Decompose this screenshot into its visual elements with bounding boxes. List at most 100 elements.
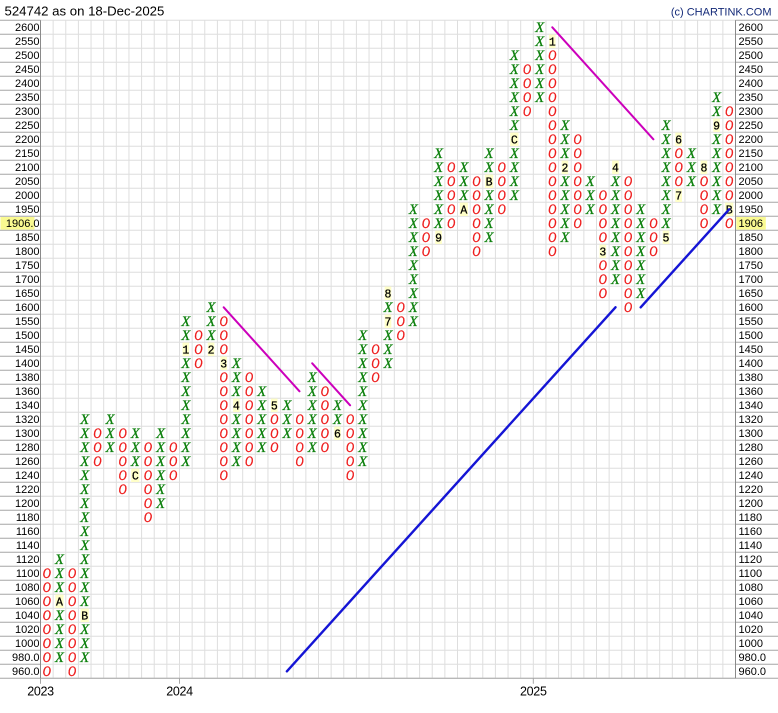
svg-text:8: 8 bbox=[385, 288, 392, 301]
svg-text:1550: 1550 bbox=[739, 316, 763, 328]
svg-text:2450: 2450 bbox=[739, 64, 763, 76]
svg-text:2150: 2150 bbox=[739, 148, 763, 160]
svg-text:1240: 1240 bbox=[15, 470, 39, 482]
svg-text:3: 3 bbox=[599, 246, 606, 259]
svg-text:524742 as on 18-Dec-2025: 524742 as on 18-Dec-2025 bbox=[5, 4, 165, 19]
svg-text:9: 9 bbox=[435, 232, 442, 245]
svg-text:1906: 1906 bbox=[739, 218, 763, 230]
svg-text:1400: 1400 bbox=[739, 358, 763, 370]
svg-text:1320: 1320 bbox=[739, 414, 763, 426]
svg-text:2024: 2024 bbox=[166, 685, 193, 699]
svg-text:1200: 1200 bbox=[739, 498, 763, 510]
svg-text:1160: 1160 bbox=[739, 526, 763, 538]
svg-text:1380: 1380 bbox=[15, 372, 39, 384]
svg-text:1180: 1180 bbox=[16, 512, 40, 524]
svg-text:7: 7 bbox=[675, 190, 682, 203]
svg-text:4: 4 bbox=[612, 162, 619, 175]
svg-text:1340: 1340 bbox=[739, 400, 763, 412]
svg-text:2300: 2300 bbox=[739, 106, 763, 118]
svg-text:C: C bbox=[511, 134, 518, 147]
svg-text:2400: 2400 bbox=[739, 78, 763, 90]
svg-text:1100: 1100 bbox=[739, 568, 763, 580]
svg-text:1080: 1080 bbox=[15, 582, 39, 594]
svg-text:1500: 1500 bbox=[739, 330, 763, 342]
svg-text:2600: 2600 bbox=[15, 22, 39, 34]
svg-text:2450: 2450 bbox=[15, 64, 39, 76]
svg-text:1240: 1240 bbox=[739, 470, 763, 482]
svg-text:1300: 1300 bbox=[739, 428, 763, 440]
svg-text:1340: 1340 bbox=[15, 400, 39, 412]
svg-text:1950: 1950 bbox=[15, 204, 39, 216]
svg-text:6: 6 bbox=[334, 428, 341, 441]
svg-text:1360: 1360 bbox=[739, 386, 763, 398]
svg-text:2600: 2600 bbox=[739, 22, 763, 34]
svg-text:2025: 2025 bbox=[520, 685, 547, 699]
svg-text:2400: 2400 bbox=[15, 78, 39, 90]
svg-text:2200: 2200 bbox=[739, 134, 763, 146]
svg-text:1060: 1060 bbox=[15, 596, 39, 608]
svg-text:1000: 1000 bbox=[15, 638, 39, 650]
svg-text:C: C bbox=[132, 470, 139, 483]
svg-text:1360: 1360 bbox=[15, 386, 39, 398]
svg-text:5: 5 bbox=[663, 232, 670, 245]
svg-text:1380: 1380 bbox=[739, 372, 763, 384]
svg-text:1750: 1750 bbox=[15, 260, 39, 272]
svg-text:1080: 1080 bbox=[739, 582, 763, 594]
svg-text:A: A bbox=[56, 596, 63, 609]
svg-text:2550: 2550 bbox=[739, 36, 763, 48]
svg-text:2500: 2500 bbox=[15, 50, 39, 62]
svg-text:1500: 1500 bbox=[15, 330, 39, 342]
svg-text:1120: 1120 bbox=[16, 554, 40, 566]
svg-text:1: 1 bbox=[182, 344, 189, 357]
svg-text:1120: 1120 bbox=[739, 554, 763, 566]
svg-text:1950: 1950 bbox=[739, 204, 763, 216]
svg-text:1100: 1100 bbox=[16, 568, 40, 580]
svg-text:1550: 1550 bbox=[15, 316, 39, 328]
svg-text:1600: 1600 bbox=[739, 302, 763, 314]
svg-text:980.0: 980.0 bbox=[739, 652, 767, 664]
svg-text:2250: 2250 bbox=[15, 120, 39, 132]
svg-text:1450: 1450 bbox=[15, 344, 39, 356]
svg-text:1000: 1000 bbox=[739, 638, 763, 650]
svg-text:1600: 1600 bbox=[15, 302, 39, 314]
svg-text:2050: 2050 bbox=[739, 176, 763, 188]
svg-text:1040: 1040 bbox=[15, 610, 39, 622]
svg-text:(c) CHARTINK.COM: (c) CHARTINK.COM bbox=[671, 7, 772, 19]
svg-text:1700: 1700 bbox=[739, 274, 763, 286]
svg-text:1650: 1650 bbox=[15, 288, 39, 300]
svg-text:1140: 1140 bbox=[16, 540, 40, 552]
svg-text:1280: 1280 bbox=[739, 442, 763, 454]
svg-text:980.0: 980.0 bbox=[12, 652, 40, 664]
svg-text:5: 5 bbox=[271, 400, 278, 413]
svg-text:2100: 2100 bbox=[739, 162, 763, 174]
svg-text:2100: 2100 bbox=[15, 162, 39, 174]
svg-text:2: 2 bbox=[561, 162, 568, 175]
svg-text:1400: 1400 bbox=[15, 358, 39, 370]
svg-text:2150: 2150 bbox=[15, 148, 39, 160]
svg-text:2250: 2250 bbox=[739, 120, 763, 132]
svg-text:1220: 1220 bbox=[739, 484, 763, 496]
svg-text:B: B bbox=[486, 176, 493, 189]
svg-text:1800: 1800 bbox=[15, 246, 39, 258]
svg-text:6: 6 bbox=[675, 134, 682, 147]
svg-text:1700: 1700 bbox=[15, 274, 39, 286]
svg-text:1060: 1060 bbox=[739, 596, 763, 608]
svg-text:1320: 1320 bbox=[15, 414, 39, 426]
svg-text:1: 1 bbox=[549, 36, 556, 49]
svg-text:960.0: 960.0 bbox=[739, 666, 767, 678]
svg-text:3: 3 bbox=[220, 358, 227, 371]
svg-text:1650: 1650 bbox=[739, 288, 763, 300]
svg-text:1850: 1850 bbox=[739, 232, 763, 244]
svg-text:2350: 2350 bbox=[15, 92, 39, 104]
svg-text:1020: 1020 bbox=[15, 624, 39, 636]
svg-text:2350: 2350 bbox=[739, 92, 763, 104]
svg-text:B: B bbox=[81, 610, 88, 623]
svg-text:1906.0: 1906.0 bbox=[6, 218, 40, 230]
svg-text:2500: 2500 bbox=[739, 50, 763, 62]
svg-text:1300: 1300 bbox=[15, 428, 39, 440]
svg-text:1040: 1040 bbox=[739, 610, 763, 622]
svg-text:1220: 1220 bbox=[15, 484, 39, 496]
svg-text:1450: 1450 bbox=[739, 344, 763, 356]
svg-text:1180: 1180 bbox=[739, 512, 763, 524]
svg-text:1160: 1160 bbox=[16, 526, 40, 538]
